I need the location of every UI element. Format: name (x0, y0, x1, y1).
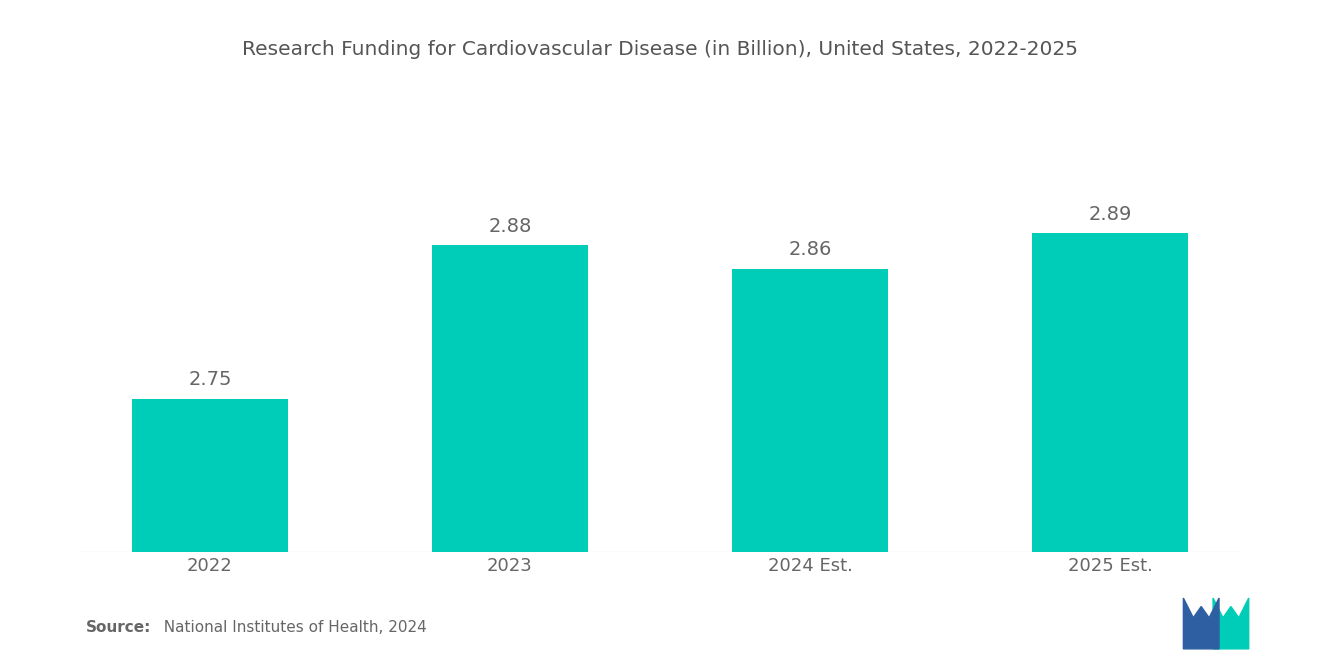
Polygon shape (1213, 598, 1249, 649)
Text: 2.75: 2.75 (189, 370, 232, 389)
Text: 2.86: 2.86 (788, 240, 832, 259)
Text: National Institutes of Health, 2024: National Institutes of Health, 2024 (154, 620, 428, 635)
Bar (132, 398, 288, 552)
Bar (432, 245, 587, 552)
Polygon shape (1184, 598, 1220, 649)
Bar (733, 269, 888, 552)
Title: Research Funding for Cardiovascular Disease (in Billion), United States, 2022-20: Research Funding for Cardiovascular Dise… (242, 40, 1078, 59)
Text: 2.88: 2.88 (488, 217, 532, 235)
Bar (1032, 233, 1188, 552)
Text: Source:: Source: (86, 620, 152, 635)
Text: 2.89: 2.89 (1088, 205, 1131, 224)
